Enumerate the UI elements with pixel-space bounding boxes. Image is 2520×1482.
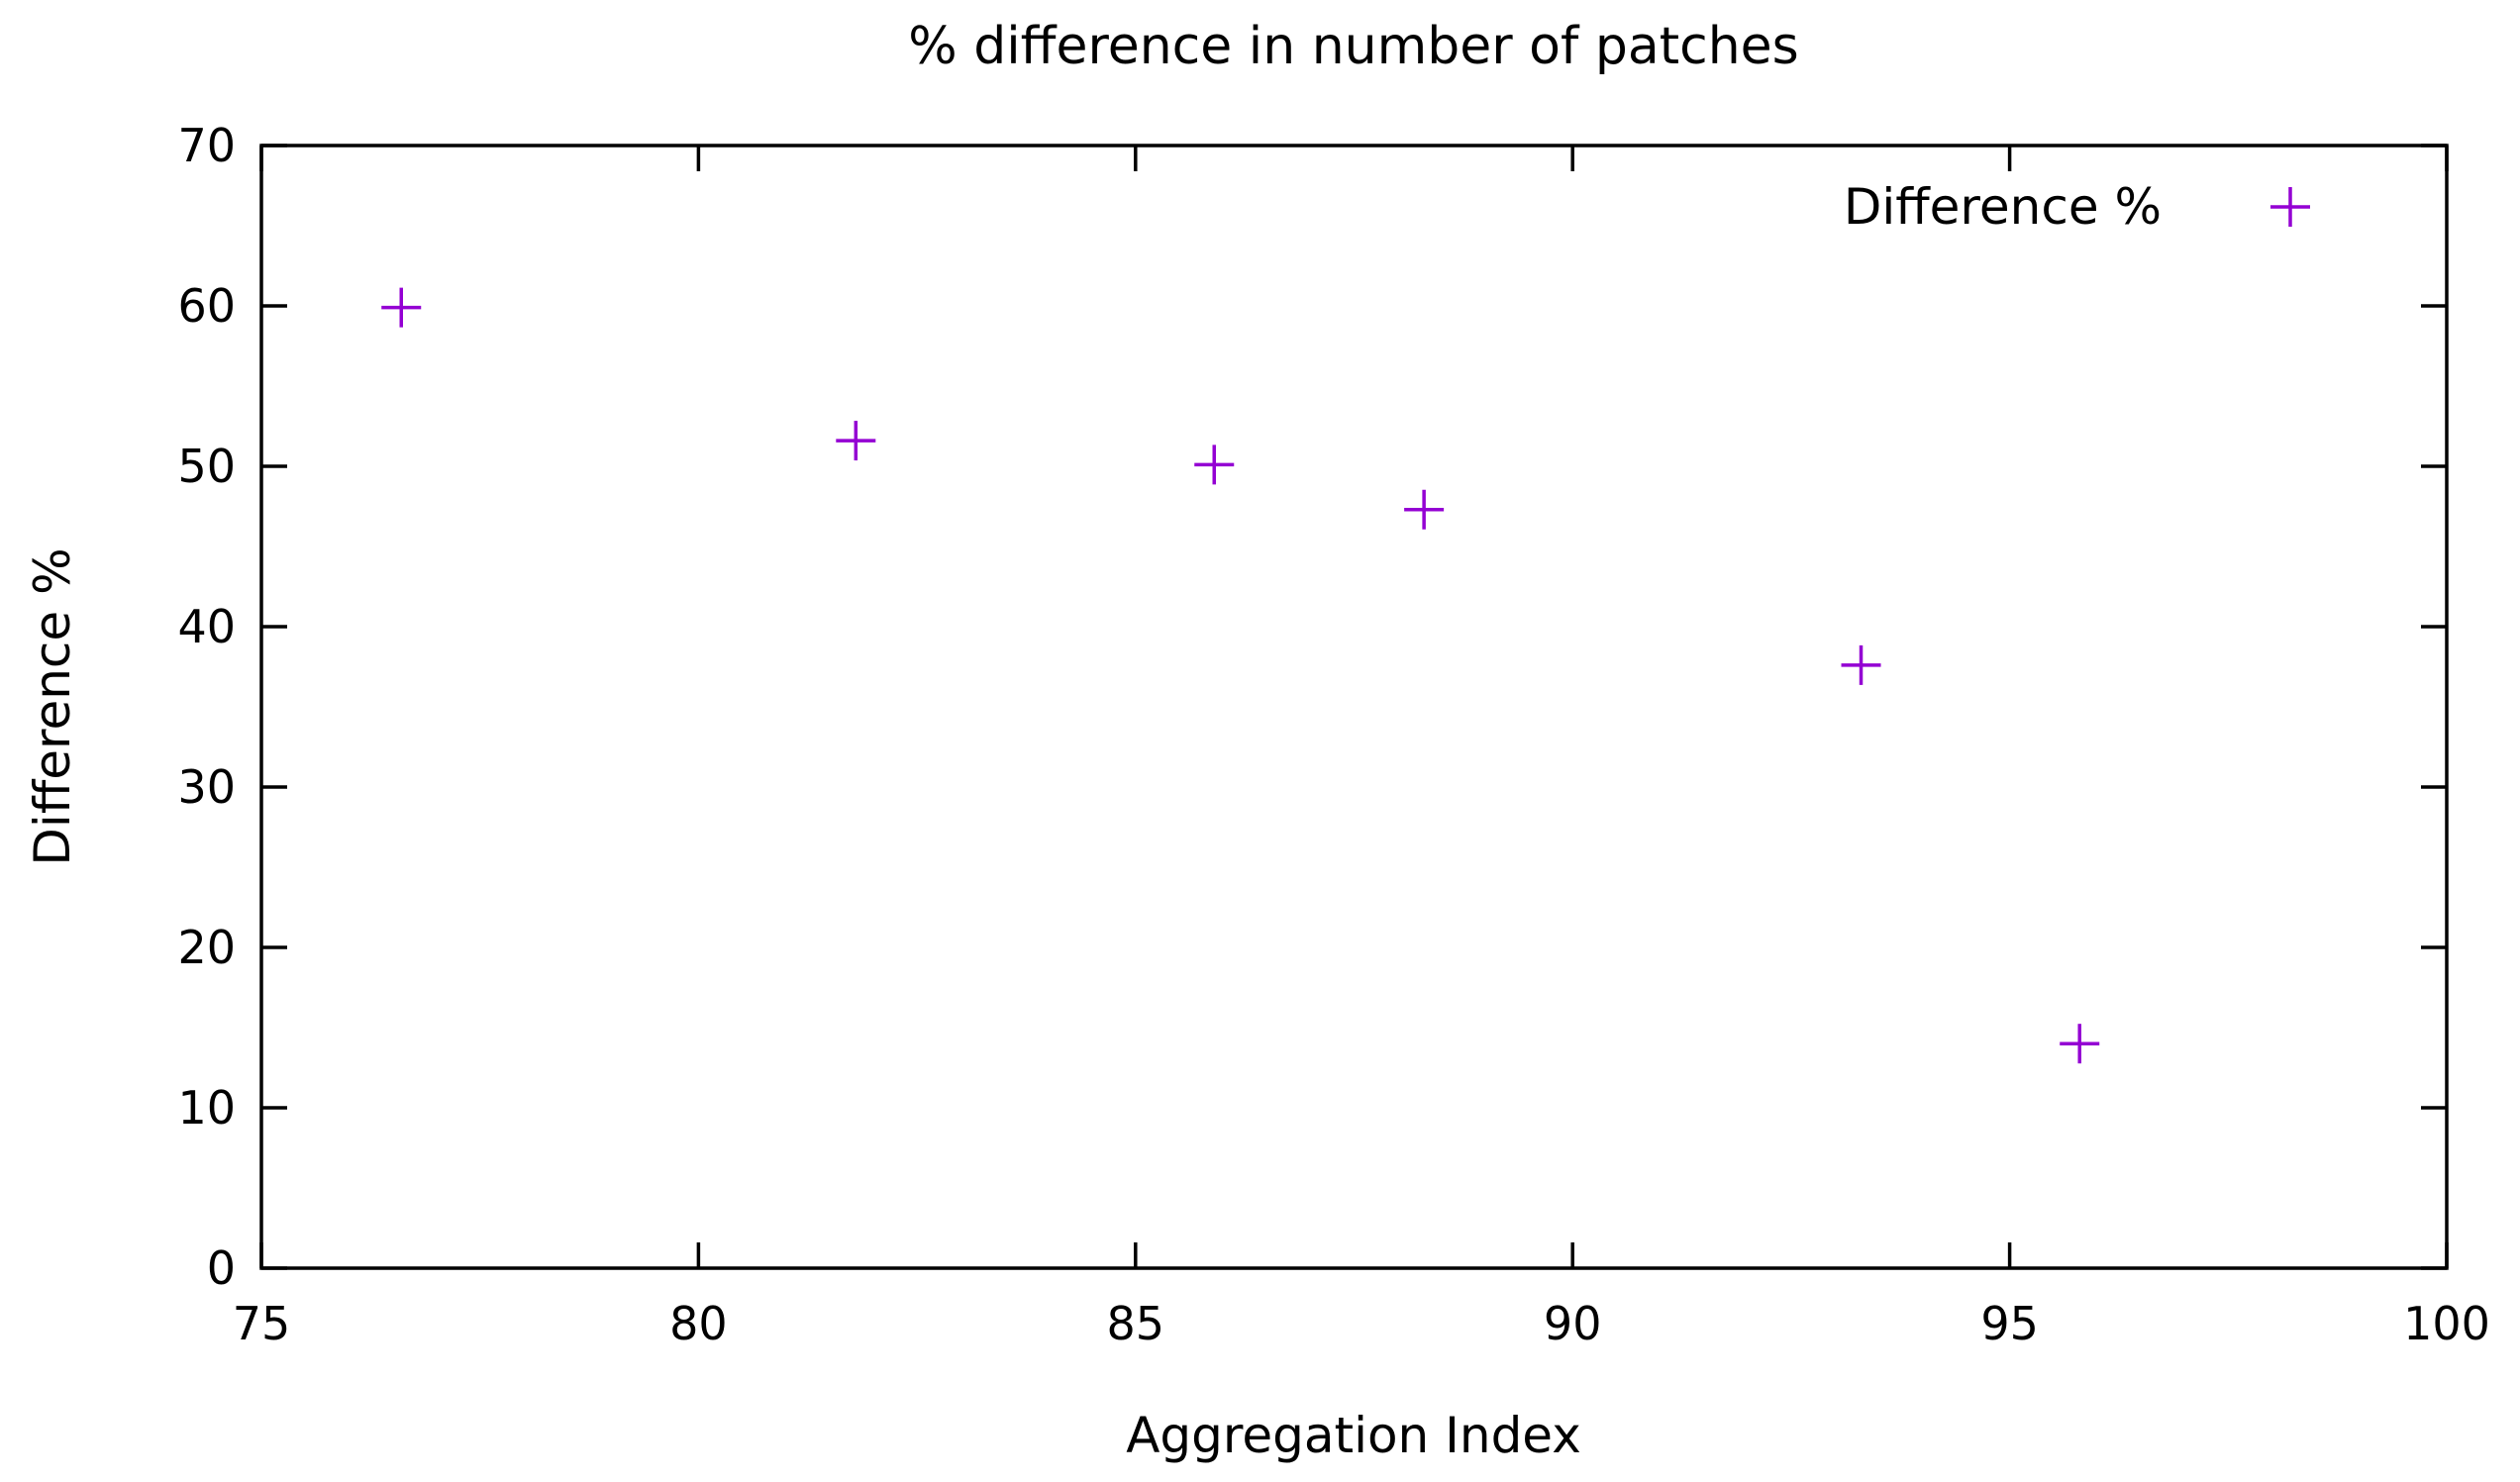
y-tick-label: 50 (177, 440, 236, 493)
chart-title: % difference in number of patches (908, 17, 1798, 76)
legend-marker-plus (2270, 187, 2310, 227)
x-tick-label: 85 (1107, 1297, 1165, 1350)
y-tick-label: 40 (177, 600, 236, 653)
y-axis-title: Difference % (24, 547, 81, 865)
data-points (381, 287, 2100, 1064)
x-axis-title: Aggregation Index (1126, 1407, 1581, 1464)
y-tick-label: 0 (207, 1241, 236, 1295)
legend-marker-symbol (2270, 187, 2310, 227)
plot-area-frame (259, 144, 2449, 1270)
data-point-1 (836, 421, 876, 461)
axis-tick-labels: 75 80 85 90 95 100 0 10 20 30 40 50 60 70 (177, 119, 2489, 1350)
y-tick-label: 30 (177, 760, 236, 814)
x-tick-label: 75 (233, 1297, 291, 1350)
data-point-3 (1404, 489, 1445, 530)
y-tick-label: 10 (177, 1081, 236, 1135)
legend-label: Difference % (1844, 178, 2162, 236)
x-tick-label: 90 (1544, 1297, 1602, 1350)
x-tick-label: 100 (2403, 1297, 2490, 1350)
legend: Difference % (1844, 178, 2310, 236)
y-tick-label: 70 (177, 119, 236, 172)
data-point-2 (1194, 445, 1235, 485)
data-point-0 (381, 287, 422, 328)
data-point-5 (2060, 1024, 2100, 1064)
y-tick-label: 60 (177, 279, 236, 333)
y-tick-label: 20 (177, 921, 236, 974)
data-point-4 (1841, 644, 1881, 685)
x-tick-label: 95 (1980, 1297, 2039, 1350)
x-tick-label: 80 (669, 1297, 728, 1350)
